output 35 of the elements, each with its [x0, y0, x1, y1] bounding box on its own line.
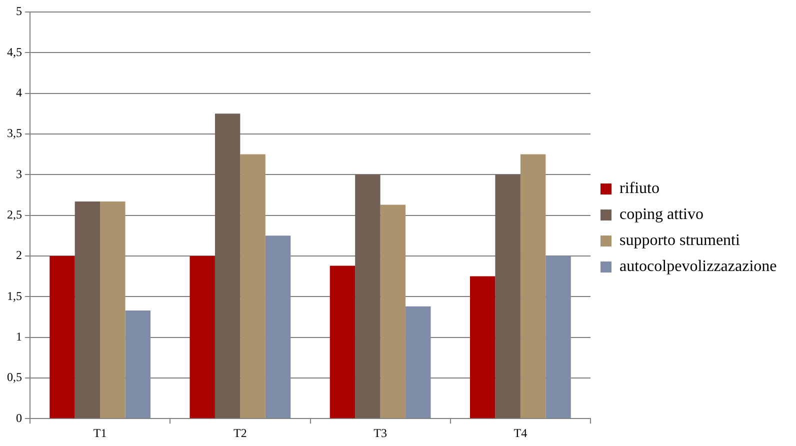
y-tick-label: 4,5 — [7, 44, 22, 59]
bar — [470, 276, 496, 418]
y-tick-label: 5 — [16, 4, 22, 18]
bar — [50, 256, 75, 418]
bar — [74, 201, 100, 418]
bar — [214, 114, 240, 418]
x-tick-label: T3 — [374, 426, 387, 440]
legend-label: supporto strumenti — [620, 232, 740, 250]
bar — [355, 174, 380, 418]
legend-label: coping attivo — [620, 206, 704, 224]
y-tick-label: 1 — [16, 329, 22, 344]
y-tick-label: 4 — [16, 85, 22, 100]
bar — [330, 266, 356, 418]
legend-label: autocolpevolizzazazione — [620, 258, 777, 276]
y-tick-label: 2 — [16, 248, 22, 262]
y-tick-label: 2,5 — [7, 207, 22, 222]
bar — [406, 306, 431, 418]
bar — [265, 236, 291, 418]
bar — [100, 201, 126, 418]
x-tick-label: T2 — [234, 426, 247, 440]
bar — [380, 204, 406, 418]
bar — [240, 154, 266, 418]
y-tick-label: 3,5 — [7, 126, 22, 140]
bar — [546, 256, 571, 418]
bar — [520, 154, 546, 418]
x-tick-label: T4 — [514, 426, 528, 440]
bar — [190, 256, 215, 418]
y-tick-label: 3 — [16, 166, 22, 181]
bar — [495, 174, 520, 418]
y-tick-label: 1,5 — [7, 288, 22, 303]
y-tick-label: 0,5 — [7, 370, 22, 384]
legend-label: rifiuto — [620, 180, 660, 198]
bar — [125, 310, 151, 418]
x-tick-label: T1 — [93, 426, 107, 440]
y-tick-label: 0 — [16, 410, 22, 425]
